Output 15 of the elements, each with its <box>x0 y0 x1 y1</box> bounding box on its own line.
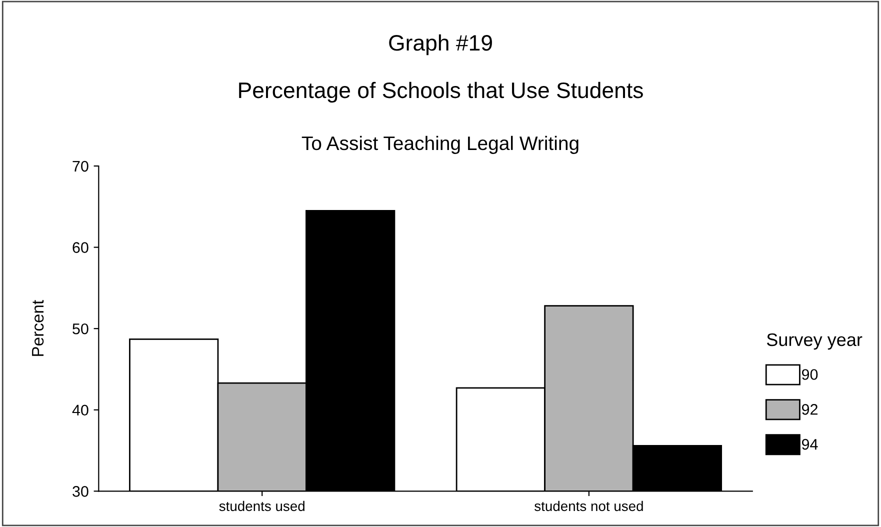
y-tick-label: 50 <box>72 323 88 334</box>
legend-title: Survey year <box>766 333 862 350</box>
legend-label: 92 <box>802 404 818 415</box>
y-tick-label: 30 <box>72 486 88 497</box>
y-tick-label: 70 <box>72 160 88 172</box>
legend-label: 90 <box>802 369 818 380</box>
x-tick-label: students used <box>219 500 304 512</box>
chart-subtitle: Percentage of Schools that Use Students <box>239 82 643 103</box>
x-tick-label: students not used <box>534 500 643 512</box>
legend-label: 94 <box>802 438 818 450</box>
y-tick-label: 60 <box>72 242 88 253</box>
y-tick-label: 40 <box>72 404 88 416</box>
y-axis-title: Percent <box>32 300 44 356</box>
chart-title: Graph #19 <box>389 34 492 56</box>
text: To Assist Teaching Legal Writing <box>302 136 578 154</box>
